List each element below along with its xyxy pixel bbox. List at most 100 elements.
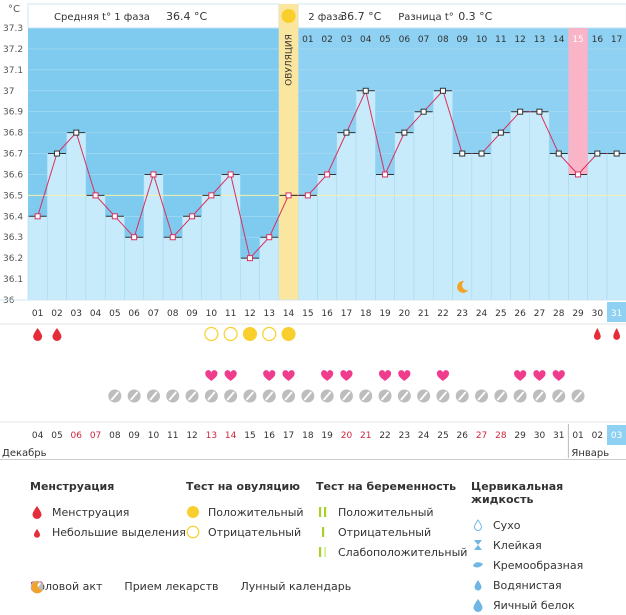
cycle-day-label: 19 <box>379 309 391 319</box>
phase2-day-label: 05 <box>379 35 390 45</box>
y-tick-label: 36.8 <box>3 129 23 139</box>
date-label: 30 <box>534 431 546 441</box>
cycle-day-label: 02 <box>51 309 62 319</box>
pill-stroke <box>207 391 216 401</box>
temperature-bar <box>490 132 511 301</box>
temperature-bar <box>568 174 588 301</box>
month-right-label: Январь <box>571 448 609 459</box>
legend-item-pregnancy-weak: Слабоположительный <box>316 542 467 562</box>
y-tick-label: 37.2 <box>3 45 23 55</box>
cycle-day-label: 03 <box>71 309 82 319</box>
legend-intercourse-label: Половой акт <box>30 580 103 593</box>
date-label: 03 <box>611 431 622 441</box>
temperature-point <box>536 108 543 115</box>
temperature-point <box>73 129 80 136</box>
legend-item-spotting: Небольшие выделения <box>30 522 186 542</box>
intercourse-heart-icon <box>514 370 527 381</box>
date-label: 31 <box>553 431 564 441</box>
pill-stroke <box>342 391 351 401</box>
intercourse-heart-icon <box>552 370 565 381</box>
legend-creamy-label: Кремообразная <box>493 558 584 572</box>
temperature-point <box>497 129 504 136</box>
cycle-day-label: 12 <box>244 309 255 319</box>
temperature-bar <box>27 216 48 301</box>
date-label: 11 <box>167 431 178 441</box>
sun-outline-icon <box>186 525 200 539</box>
legend-spotting-label: Небольшие выделения <box>52 525 186 539</box>
date-label: 09 <box>128 431 140 441</box>
phase2-day-label: 10 <box>476 35 488 45</box>
y-tick-label: 36.4 <box>3 212 23 222</box>
date-label: 14 <box>225 431 237 441</box>
menstruation-drop-icon <box>52 328 62 341</box>
pill-stroke <box>535 391 544 401</box>
ovulation-label: ОВУЛЯЦИЯ <box>285 34 295 86</box>
phase2-day-label: 08 <box>437 35 449 45</box>
cycle-day-label: 24 <box>476 309 488 319</box>
phase2-label: 2 фаза <box>308 12 344 23</box>
cycle-day-label: 11 <box>225 309 236 319</box>
temperature-bar <box>452 153 473 301</box>
legend-item-pregnancy-negative: Отрицательный <box>316 522 467 542</box>
temperature-point <box>324 171 331 178</box>
temperature-point <box>478 150 485 157</box>
legend-item-pregnancy-positive: Положительный <box>316 502 467 522</box>
ovulation-test-negative-icon <box>223 326 238 342</box>
date-label: 22 <box>379 431 390 441</box>
cycle-day-label: 13 <box>264 309 275 319</box>
intercourse-heart-icon <box>533 370 546 381</box>
y-tick-label: 36.7 <box>3 150 23 160</box>
phase2-value: 36.7 °C <box>340 10 381 23</box>
temperature-bar <box>317 174 338 301</box>
phase2-day-label: 06 <box>399 35 411 45</box>
cycle-day-label: 01 <box>32 309 43 319</box>
bbt-chart-page: { "header": { "phase1_label": "Средняя t… <box>0 3 626 612</box>
cycle-day-label: 30 <box>592 309 604 319</box>
temperature-point <box>459 150 466 157</box>
ovulation-test-positive-icon <box>281 327 296 341</box>
y-tick-label: 36 <box>3 296 15 306</box>
legend-item-menstruation: Менструация <box>30 502 186 522</box>
pill-stroke <box>130 391 139 401</box>
phase2-day-highlight <box>568 28 588 48</box>
one-stripe-icon <box>322 527 325 537</box>
date-label: 21 <box>360 431 371 441</box>
pill-stroke <box>265 391 274 401</box>
phase2-day-label: 15 <box>572 35 583 45</box>
legend-ovulation-title: Тест на овуляцию <box>186 480 300 493</box>
pill-stroke <box>303 391 312 401</box>
cycle-day-label: 06 <box>128 309 140 319</box>
temperature-point <box>285 192 292 199</box>
temperature-bar <box>66 132 87 301</box>
y-tick-label: 37 <box>3 87 14 97</box>
legend-pregnancy-test: Тест на беременность Положительный Отриц… <box>316 480 467 562</box>
diff-value: 0.3 °C <box>458 10 492 23</box>
cycle-day-label: 05 <box>109 309 120 319</box>
watery-drop-icon <box>474 580 482 591</box>
temperature-point <box>613 150 620 157</box>
intercourse-heart-icon <box>378 370 392 381</box>
temperature-point <box>169 234 176 241</box>
temperature-bar <box>297 195 318 301</box>
temperature-bar <box>471 153 492 301</box>
ovulation-test-negative-icon <box>262 326 277 342</box>
temperature-point <box>575 171 582 178</box>
temperature-bar <box>587 153 608 301</box>
phase1-value: 36.4 °C <box>166 10 207 23</box>
pill-stroke <box>110 391 119 401</box>
phase2-day-label: 07 <box>418 35 429 45</box>
header-phase2 <box>297 3 626 29</box>
temperature-point <box>227 171 234 178</box>
cycle-day-label: 08 <box>167 309 179 319</box>
date-label: 05 <box>51 431 62 441</box>
pill-stroke <box>400 391 409 401</box>
temperature-point <box>150 171 157 178</box>
temperature-point <box>362 87 369 94</box>
date-label: 01 <box>572 431 583 441</box>
cycle-day-label: 31 <box>611 309 622 319</box>
cycle-day-label: 23 <box>457 309 468 319</box>
cycle-day-label: 17 <box>341 309 352 319</box>
cycle-day-label: 26 <box>514 309 526 319</box>
temperature-bar <box>220 174 241 301</box>
date-highlight <box>607 425 626 445</box>
